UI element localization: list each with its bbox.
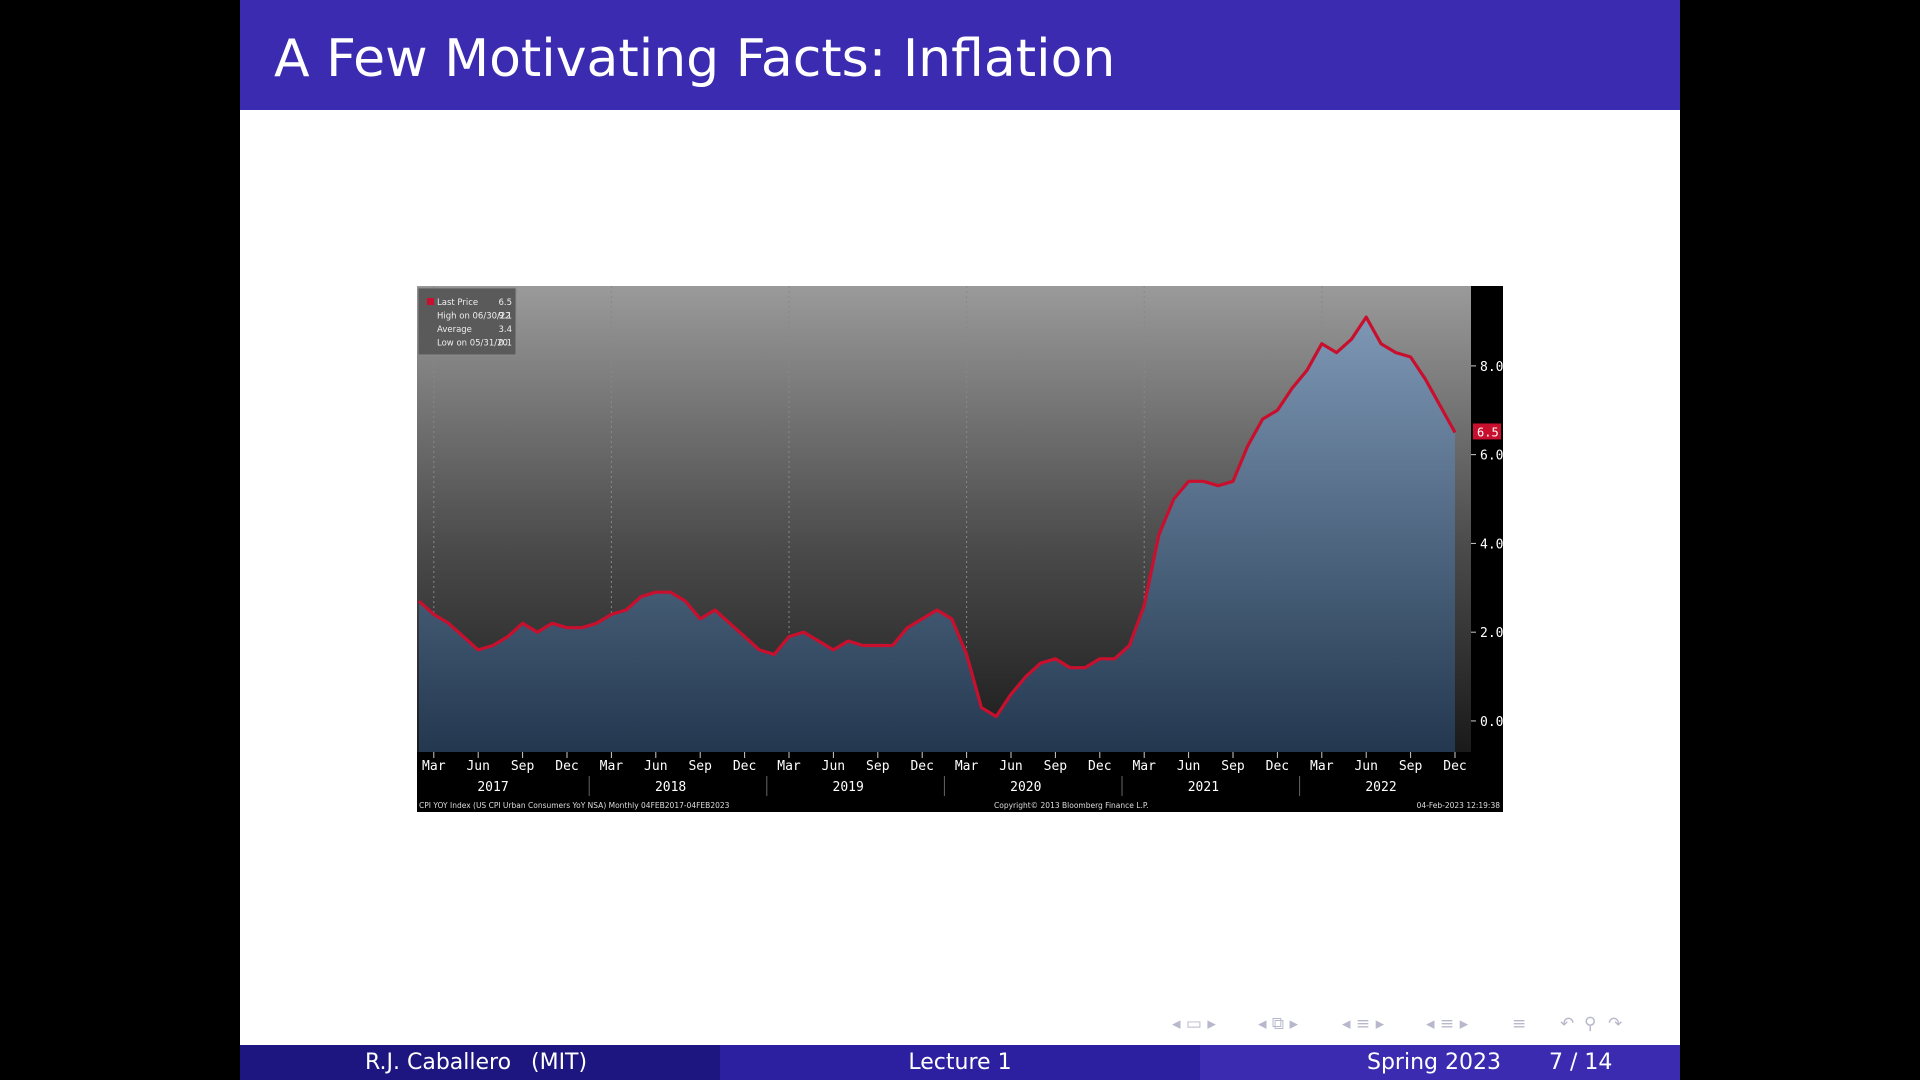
x-month-label: Mar bbox=[777, 759, 801, 774]
x-month-label: Dec bbox=[555, 759, 578, 774]
nav-presentation-icon[interactable]: ◂ ≡ ▸ bbox=[1426, 1014, 1469, 1034]
legend-item-label: Last Price bbox=[437, 298, 478, 308]
chart-legend: Last Price 6.5 High on 06/30/229.1 Average 3… bbox=[417, 287, 517, 356]
legend-box bbox=[417, 287, 517, 356]
x-month-label: Dec bbox=[1443, 759, 1466, 774]
x-year-label: 2020 bbox=[1010, 780, 1041, 795]
legend-item-label: Low on 05/31/20 bbox=[437, 339, 508, 349]
footer-term-section: Spring 2023 7 / 14 bbox=[1200, 1045, 1680, 1080]
x-month-label: Dec bbox=[1088, 759, 1111, 774]
x-month-label: Jun bbox=[1177, 759, 1200, 774]
slide: A Few Motivating Facts: Inflation 0.0 2.0… bbox=[240, 0, 1680, 1080]
x-year-label: 2019 bbox=[833, 780, 864, 795]
chart-footer-right: 04-Feb-2023 12:19:38 bbox=[1417, 801, 1501, 810]
beamer-navigation: ◂ ▭ ▸ ◂ ⧉ ▸ ◂ ≡ ▸ ◂ ≡ ▸ ≡ ↶ ⚲ ↷ bbox=[1160, 1012, 1660, 1038]
y-tick-label: 8.0 bbox=[1480, 360, 1503, 375]
x-month-label: Sep bbox=[511, 759, 535, 774]
x-month-label: Sep bbox=[1221, 759, 1245, 774]
chart-footer-left: CPI YOY Index (US CPI Urban Consumers Yo… bbox=[419, 801, 730, 810]
y-tick-label: 4.0 bbox=[1480, 537, 1503, 552]
x-month-label: Jun bbox=[466, 759, 489, 774]
legend-item-value: 6.5 bbox=[498, 298, 512, 308]
x-month-label: Mar bbox=[600, 759, 624, 774]
nav-search-icon[interactable]: ⚲ bbox=[1584, 1014, 1597, 1034]
nav-toc-icon[interactable]: ≡ bbox=[1512, 1014, 1527, 1034]
series-area bbox=[419, 317, 1455, 752]
y-tick-label: 0.0 bbox=[1480, 715, 1503, 730]
legend-item-label: Average bbox=[437, 325, 472, 335]
x-year-label: 2018 bbox=[655, 780, 686, 795]
last-value-badge bbox=[1473, 423, 1501, 440]
x-year-label: 2022 bbox=[1365, 780, 1396, 795]
x-month-label: Dec bbox=[1266, 759, 1289, 774]
x-axis-panel bbox=[417, 752, 1503, 812]
y-axis-panel bbox=[1471, 286, 1503, 752]
x-month-label: Mar bbox=[1132, 759, 1156, 774]
x-month-label: Jun bbox=[999, 759, 1022, 774]
footer-lecture-section: Lecture 1 bbox=[720, 1045, 1200, 1080]
legend-swatch bbox=[427, 298, 434, 305]
footer-institution: (MIT) bbox=[531, 1050, 588, 1075]
series-line bbox=[417, 315, 1457, 719]
nav-forward-icon[interactable]: ↷ bbox=[1608, 1014, 1623, 1034]
x-month-label: Mar bbox=[1310, 759, 1334, 774]
legend-item-label: High on 06/30/22 bbox=[437, 312, 511, 322]
nav-back-icon[interactable]: ↶ bbox=[1560, 1014, 1575, 1034]
footer-page-number: 7 / 14 bbox=[1549, 1050, 1613, 1075]
x-axis-ticks: Mar Jun Sep Dec Mar Jun Sep Dec Mar Jun Sep Dec Mar J… bbox=[422, 752, 1467, 796]
legend-item-value: 9.1 bbox=[498, 312, 512, 322]
x-month-label: Mar bbox=[955, 759, 979, 774]
x-month-label: Dec bbox=[910, 759, 933, 774]
nav-section-icon[interactable]: ◂ ≡ ▸ bbox=[1342, 1014, 1385, 1034]
y-tick-label: 2.0 bbox=[1480, 626, 1503, 641]
x-month-label: Dec bbox=[733, 759, 756, 774]
footer-lecture: Lecture 1 bbox=[908, 1050, 1012, 1075]
title-bar: A Few Motivating Facts: Inflation bbox=[240, 0, 1680, 110]
x-year-label: 2017 bbox=[477, 780, 508, 795]
slide-footer: R.J. Caballero (MIT) Lecture 1 Spring 20… bbox=[240, 1045, 1680, 1080]
x-month-label: Sep bbox=[688, 759, 712, 774]
x-month-label: Sep bbox=[866, 759, 890, 774]
x-year-label: 2021 bbox=[1188, 780, 1219, 795]
legend-item-value: 0.1 bbox=[498, 339, 512, 349]
chart-footer-center: Copyright© 2013 Bloomberg Finance L.P. bbox=[994, 801, 1149, 810]
nav-subsection-icon[interactable]: ◂ ⧉ ▸ bbox=[1258, 1014, 1299, 1034]
x-month-label: Sep bbox=[1399, 759, 1423, 774]
x-month-label: Mar bbox=[422, 759, 446, 774]
y-axis-ticks: 0.0 2.0 4.0 6.0 8.0 bbox=[1471, 360, 1503, 730]
x-month-label: Jun bbox=[644, 759, 667, 774]
nav-frame-icon[interactable]: ◂ ▭ ▸ bbox=[1172, 1014, 1216, 1034]
legend-item-value: 3.4 bbox=[498, 325, 512, 335]
footer-author-section: R.J. Caballero (MIT) bbox=[240, 1045, 720, 1080]
y-tick-label: 6.0 bbox=[1480, 449, 1503, 464]
last-value-marker: 6.5 bbox=[1473, 423, 1501, 440]
x-month-label: Jun bbox=[1354, 759, 1377, 774]
inflation-chart: 0.0 2.0 4.0 6.0 8.0 6.5 Mar Jun Sep Dec Mar Jun Se… bbox=[417, 286, 1503, 812]
footer-term: Spring 2023 bbox=[1367, 1050, 1501, 1075]
slide-title: A Few Motivating Facts: Inflation bbox=[274, 29, 1116, 89]
x-month-label: Jun bbox=[822, 759, 845, 774]
x-month-label: Sep bbox=[1044, 759, 1068, 774]
footer-author: R.J. Caballero bbox=[365, 1050, 512, 1075]
last-value-label: 6.5 bbox=[1477, 425, 1499, 439]
